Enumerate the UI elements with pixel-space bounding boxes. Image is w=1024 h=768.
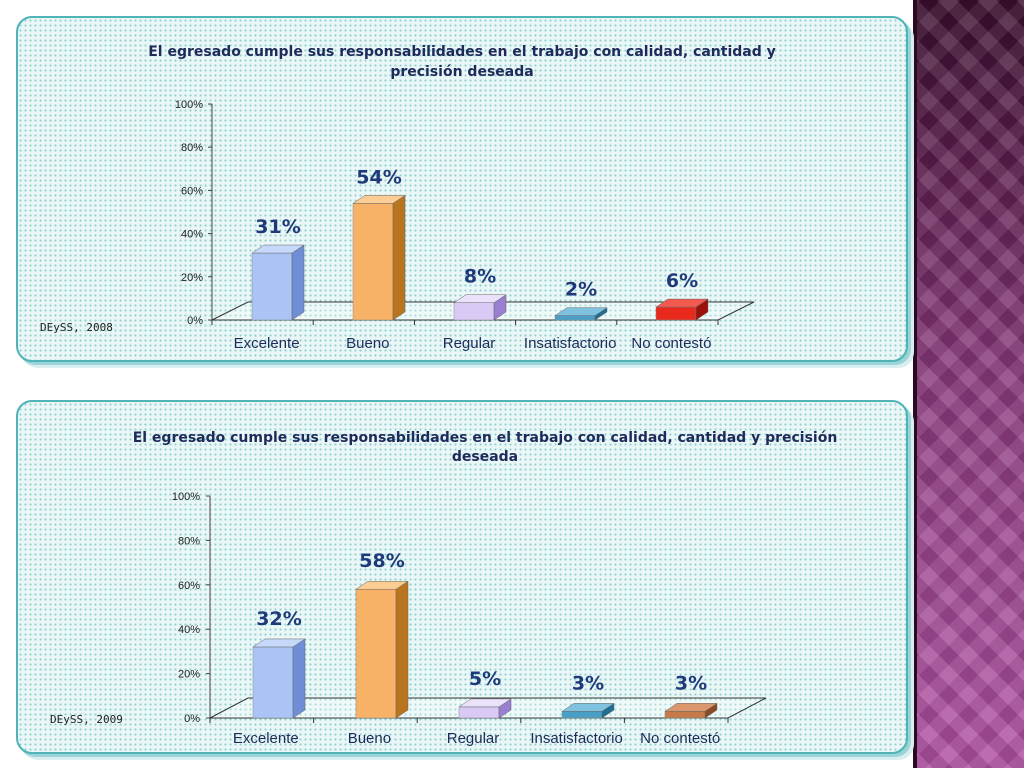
bar-bueno [352,194,406,321]
value-label: 54% [356,166,401,188]
category-label: Regular [443,335,496,352]
chart-title-line-2: deseada [452,449,518,465]
bar-top [453,294,507,303]
value-label: 58% [359,550,404,572]
y-tick-label: 0% [187,315,203,327]
bar-side [395,580,409,719]
category-label: Insatisfactorio [530,730,623,747]
chart-title-line-1: El egresado cumple sus responsabilidades… [133,430,838,446]
value-label: 6% [666,270,698,292]
bar-front [252,646,294,719]
bar-top [352,195,406,204]
chart-panel-2008: El egresado cumple sus responsabilidades… [16,16,908,362]
bar-chart-2008: El egresado cumple sus responsabilidades… [40,44,776,352]
bar-front [453,302,495,321]
value-label: 5% [469,668,501,690]
bar-no-contestó [655,298,709,321]
bar-front [352,203,394,321]
y-tick-label: 20% [178,669,200,681]
y-tick-label: 60% [178,580,200,592]
decorative-side-strip [913,0,1024,768]
y-tick-label: 80% [178,535,200,547]
y-tick-label: 20% [181,272,203,284]
bar-no-contestó [664,702,718,719]
value-label: 32% [256,608,301,630]
category-label: No contestó [631,335,711,352]
category-label: Bueno [348,730,391,747]
bar-side [392,194,406,321]
y-tick-label: 0% [184,713,200,725]
bar-front [355,588,397,719]
bar-top [561,703,615,712]
bar-insatisfactorio [554,307,608,321]
value-label: 2% [565,279,597,301]
bar-regular [453,294,507,321]
source-label: DEySS, 2008 [40,321,113,334]
bar-top [554,307,608,316]
chart-title-line-1: El egresado cumple sus responsabilidades… [148,44,776,60]
bar-excelente [252,638,306,719]
y-tick-label: 100% [172,491,200,503]
bar-regular [458,698,512,719]
bar-front [458,706,500,719]
category-label: Insatisfactorio [524,335,617,352]
bar-chart-2009: El egresado cumple sus responsabilidades… [50,430,838,747]
y-tick-label: 100% [175,99,203,111]
bar-front [655,306,697,321]
bar-front [251,252,293,321]
value-label: 8% [464,266,496,288]
category-label: Excelente [233,730,299,747]
bar-front [554,315,596,321]
chart-title-line-2: precisión deseada [390,64,533,80]
bar-front [664,711,706,719]
source-label: DEySS, 2009 [50,713,123,726]
bar-side [291,244,305,321]
value-label: 3% [675,672,707,694]
bar-bueno [355,580,409,719]
bar-top [355,580,409,590]
value-label: 31% [255,216,300,238]
bar-top [458,698,512,708]
bar-side [292,638,306,719]
bar-top [664,703,718,712]
y-tick-label: 80% [181,142,203,154]
bar-top [252,638,306,648]
chart-panel-2009: El egresado cumple sus responsabilidades… [16,400,908,754]
value-label: 3% [572,672,604,694]
y-tick-label: 40% [181,229,203,241]
bar-insatisfactorio [561,702,615,719]
category-label: Excelente [234,335,300,352]
bar-top [251,244,305,254]
bar-top [655,298,709,308]
y-tick-label: 60% [181,185,203,197]
category-label: No contestó [640,730,720,747]
category-label: Bueno [346,335,389,352]
y-tick-label: 40% [178,624,200,636]
category-label: Regular [447,730,500,747]
bar-excelente [251,244,305,321]
bar-front [561,711,603,719]
